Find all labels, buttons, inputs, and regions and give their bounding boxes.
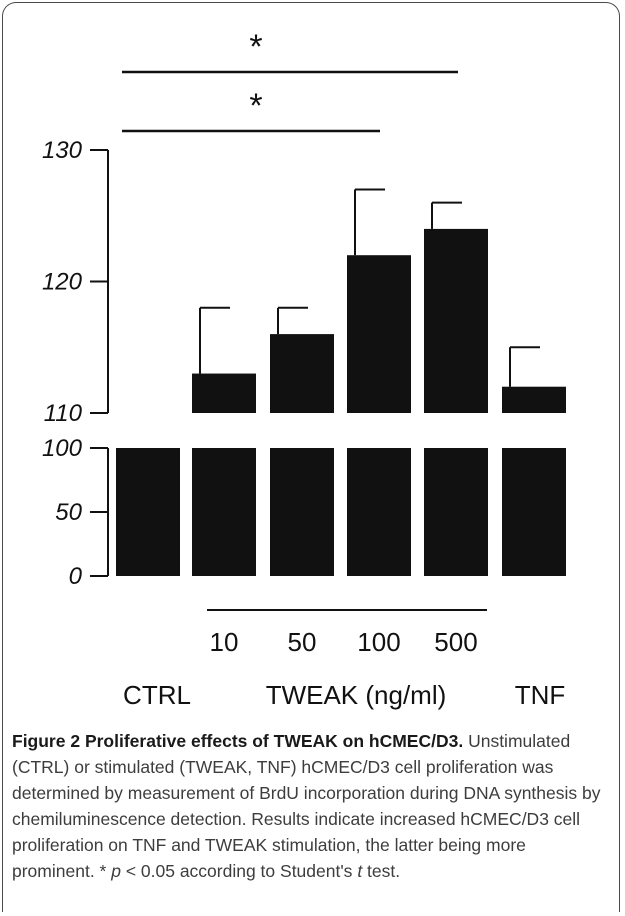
caption-p-symbol: p <box>111 861 121 881</box>
bar-50-upper <box>270 334 334 413</box>
y-tick-label-0: 0 <box>69 563 83 590</box>
bar-50-lower <box>270 448 334 576</box>
significance-star-2: * <box>249 87 262 125</box>
bar-100-upper <box>347 255 411 413</box>
y-tick-label-110: 110 <box>44 400 83 427</box>
group-label-tweak: TWEAK (ng/ml) <box>266 680 447 710</box>
y-tick-label-100: 100 <box>42 435 83 462</box>
caption-title: Proliferative effects of TWEAK on hCMEC/… <box>84 731 464 751</box>
significance-star-1: * <box>249 28 262 66</box>
bar-10-lower <box>192 448 256 576</box>
group-label-ctrl: CTRL <box>123 680 191 710</box>
bar-10-upper <box>192 373 256 413</box>
y-tick-label-120: 120 <box>42 269 83 296</box>
x-tick-label-100: 100 <box>357 627 400 657</box>
figure-caption: Figure 2 Proliferative effects of TWEAK … <box>12 728 612 884</box>
caption-text-3: test. <box>362 861 401 881</box>
bar-chart: 0 50 100 110 120 130 * * 10 50 100 500 CTRL TWEAK (… <box>42 28 566 710</box>
bar-100-lower <box>347 448 411 576</box>
caption-t-symbol: t <box>357 861 363 881</box>
caption-text-2: < 0.05 according to Student's <box>120 861 358 881</box>
bar-TNF-upper <box>502 386 566 413</box>
x-tick-label-10: 10 <box>210 627 239 657</box>
y-tick-label-130: 130 <box>42 137 83 164</box>
x-tick-label-500: 500 <box>434 627 477 657</box>
x-tick-label-50: 50 <box>288 627 317 657</box>
bar-500-lower <box>424 448 488 576</box>
bar-CTRL-lower <box>116 448 180 576</box>
y-tick-label-50: 50 <box>55 499 82 526</box>
caption-text-1: Unstimulated (CTRL) or stimulated (TWEAK… <box>12 731 601 881</box>
group-label-tnf: TNF <box>515 680 566 710</box>
bar-TNF-lower <box>502 448 566 576</box>
bar-500-upper <box>424 228 488 413</box>
caption-label: Figure 2 <box>12 731 81 751</box>
